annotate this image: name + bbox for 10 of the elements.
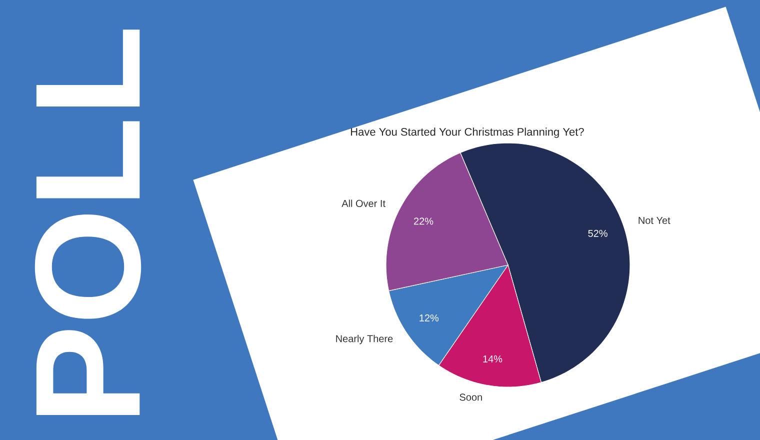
data-label: 52% [588, 230, 608, 237]
data-label: 12% [420, 314, 439, 322]
chart-title: Have You Started Your Christmas Planning Yet? [351, 128, 584, 138]
data-label: 14% [483, 355, 502, 362]
data-label: 22% [414, 218, 434, 225]
slice-label: Soon [460, 394, 482, 401]
slice-label: Not Yet [638, 217, 670, 224]
text: POLL [34, 30, 142, 415]
slice-label: Nearly There [336, 334, 393, 344]
slice-label: All Over It [342, 200, 386, 208]
